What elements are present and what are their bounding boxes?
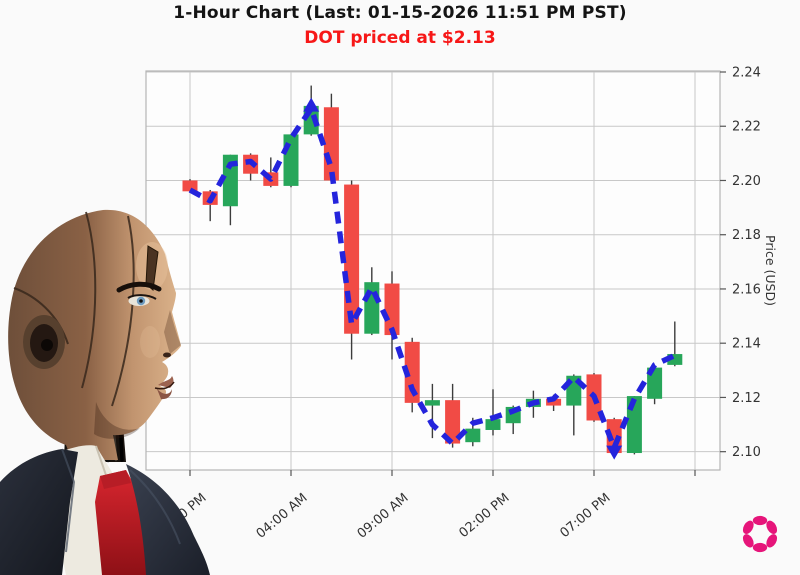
- candle-down: [445, 400, 461, 444]
- logo-dot: [742, 520, 754, 534]
- y-tick-label: 2.18: [732, 228, 761, 243]
- y-tick-label: 2.20: [732, 174, 761, 189]
- nose-shading: [164, 310, 181, 354]
- forehead-plate: [145, 245, 159, 291]
- suit-left: [0, 449, 78, 575]
- lower-lip: [157, 389, 172, 400]
- robot-illustration: [0, 209, 210, 575]
- logo-dot: [742, 534, 754, 548]
- logo-dot: [766, 534, 778, 548]
- candle-up: [222, 154, 238, 207]
- x-tick-label: 09:00 AM: [355, 491, 412, 542]
- candle-up: [626, 396, 642, 454]
- y-axis-title: Price (USD): [763, 235, 778, 306]
- y-tick-label: 2.24: [732, 66, 761, 81]
- candle-down: [323, 107, 339, 181]
- red-tie: [95, 470, 148, 575]
- x-tick-label: 02:00 PM: [456, 491, 512, 541]
- candle-up: [485, 419, 501, 430]
- y-axis: 2.10 2.12 2.14 2.16 2.18 2.20 2.22 2.24 Price (U…: [720, 66, 778, 460]
- robot-head: [8, 209, 181, 460]
- nostril: [163, 352, 171, 358]
- arrow-down: [606, 445, 623, 460]
- candle-down: [384, 283, 400, 336]
- upper-lip: [158, 376, 174, 388]
- candle-down: [182, 180, 198, 192]
- jaw-shading: [94, 402, 140, 439]
- y-tick-label: 2.12: [732, 391, 761, 406]
- candle-down: [404, 341, 420, 403]
- price-subtitle: DOT priced at $2.13: [304, 28, 496, 48]
- x-tick-label: 04:00 AM: [254, 491, 311, 542]
- chart-title: 1-Hour Chart (Last: 01-15-2026 11:51 PM …: [173, 3, 627, 23]
- y-tick-label: 2.22: [732, 120, 761, 135]
- candle-up: [424, 400, 440, 406]
- logo-dot: [752, 515, 768, 526]
- arrow-up: [303, 97, 320, 112]
- robot-suit: [0, 445, 210, 575]
- y-tick-label: 2.10: [732, 445, 761, 460]
- x-tick-label: 07:00 PM: [557, 491, 613, 541]
- candle-up: [364, 282, 380, 334]
- y-tick-label: 2.16: [732, 282, 761, 297]
- candle-up: [667, 354, 683, 365]
- eyebrow: [116, 281, 162, 293]
- candle-up: [465, 428, 481, 443]
- logo-dot: [766, 520, 778, 534]
- candle-up: [283, 134, 299, 186]
- candle-down: [546, 398, 562, 406]
- polkadot-logo: [742, 515, 778, 553]
- logo-dot: [752, 542, 768, 553]
- y-tick-label: 2.14: [732, 337, 761, 352]
- trend-line: [188, 105, 676, 451]
